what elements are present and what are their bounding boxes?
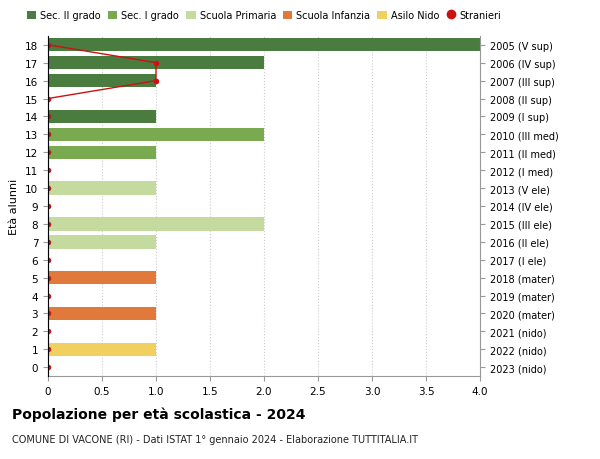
Bar	[48, 129, 264, 142]
Bar	[48, 75, 156, 88]
Bar	[48, 218, 264, 231]
Bar	[48, 146, 156, 160]
Bar	[48, 57, 264, 70]
Bar	[48, 235, 156, 249]
Bar	[48, 39, 480, 52]
Bar	[48, 343, 156, 356]
Legend: Sec. II grado, Sec. I grado, Scuola Primaria, Scuola Infanzia, Asilo Nido, Stran: Sec. II grado, Sec. I grado, Scuola Prim…	[23, 7, 505, 25]
Bar	[48, 271, 156, 285]
Bar	[48, 182, 156, 196]
Y-axis label: Età alunni: Età alunni	[10, 179, 19, 235]
Bar	[48, 111, 156, 124]
Bar	[48, 307, 156, 320]
Text: Popolazione per età scolastica - 2024: Popolazione per età scolastica - 2024	[12, 406, 305, 421]
Text: COMUNE DI VACONE (RI) - Dati ISTAT 1° gennaio 2024 - Elaborazione TUTTITALIA.IT: COMUNE DI VACONE (RI) - Dati ISTAT 1° ge…	[12, 434, 418, 444]
